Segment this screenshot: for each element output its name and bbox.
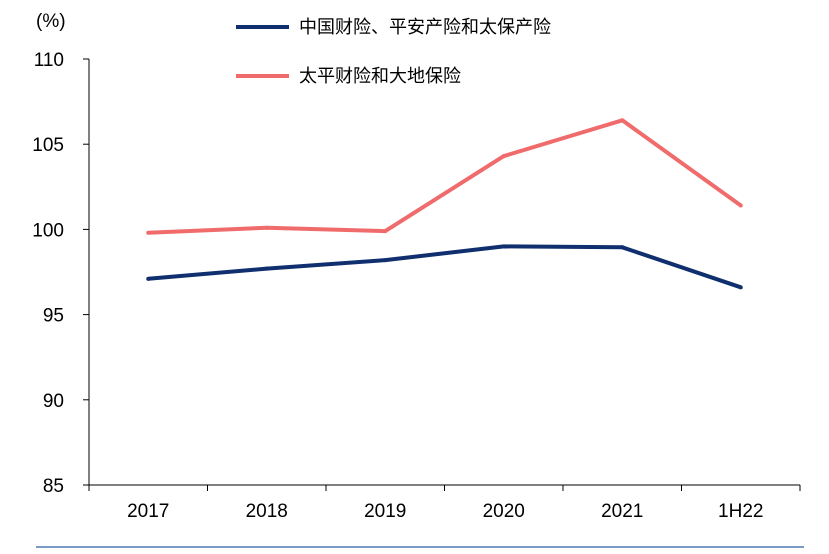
- x-tick-label: 2017: [127, 501, 169, 522]
- y-tick-label: 90: [43, 391, 64, 412]
- y-unit-label: (%): [36, 11, 66, 32]
- y-ticks: 85 90 95 100 105 110: [32, 50, 89, 497]
- y-tick-label: 105: [32, 135, 64, 156]
- series-2-point: [383, 229, 388, 234]
- series-line-2: [148, 118, 742, 235]
- legend-item-series-1: 中国财险、平安产险和太保产险: [236, 17, 551, 38]
- legend-item-series-2: 太平财险和大地保险: [236, 66, 461, 87]
- x-tick-label: 1H22: [718, 501, 763, 522]
- y-tick-label: 85: [43, 476, 64, 497]
- legend-label-series-2: 太平财险和大地保险: [299, 66, 461, 87]
- series-1-point: [620, 245, 625, 250]
- x-tick-label: 2021: [601, 501, 643, 522]
- series-2-point: [501, 154, 506, 159]
- series-1-point: [383, 258, 388, 263]
- y-tick-label: 110: [34, 50, 64, 71]
- x-tick-label: 2020: [483, 501, 525, 522]
- y-tick-label: 100: [32, 220, 64, 241]
- series-2-point: [620, 118, 625, 123]
- series-1-point: [501, 244, 506, 249]
- series-1-point: [738, 285, 743, 290]
- y-tick-label: 95: [43, 306, 64, 327]
- series-lines: [146, 118, 743, 290]
- x-ticks: 2017 2018 2019 2020 2021 1H22: [88, 485, 801, 522]
- series-2-point: [146, 230, 151, 235]
- x-tick-label: 2018: [246, 501, 288, 522]
- x-tick-label: 2019: [364, 501, 406, 522]
- legend-label-series-1: 中国财险、平安产险和太保产险: [299, 17, 551, 38]
- series-2-point: [738, 203, 743, 208]
- series-1-point: [264, 266, 269, 271]
- legend: 中国财险、平安产险和太保产险 太平财险和大地保险: [236, 17, 551, 87]
- series-line-1: [148, 244, 742, 290]
- series-1-point: [146, 276, 151, 281]
- series-2-point: [264, 225, 269, 230]
